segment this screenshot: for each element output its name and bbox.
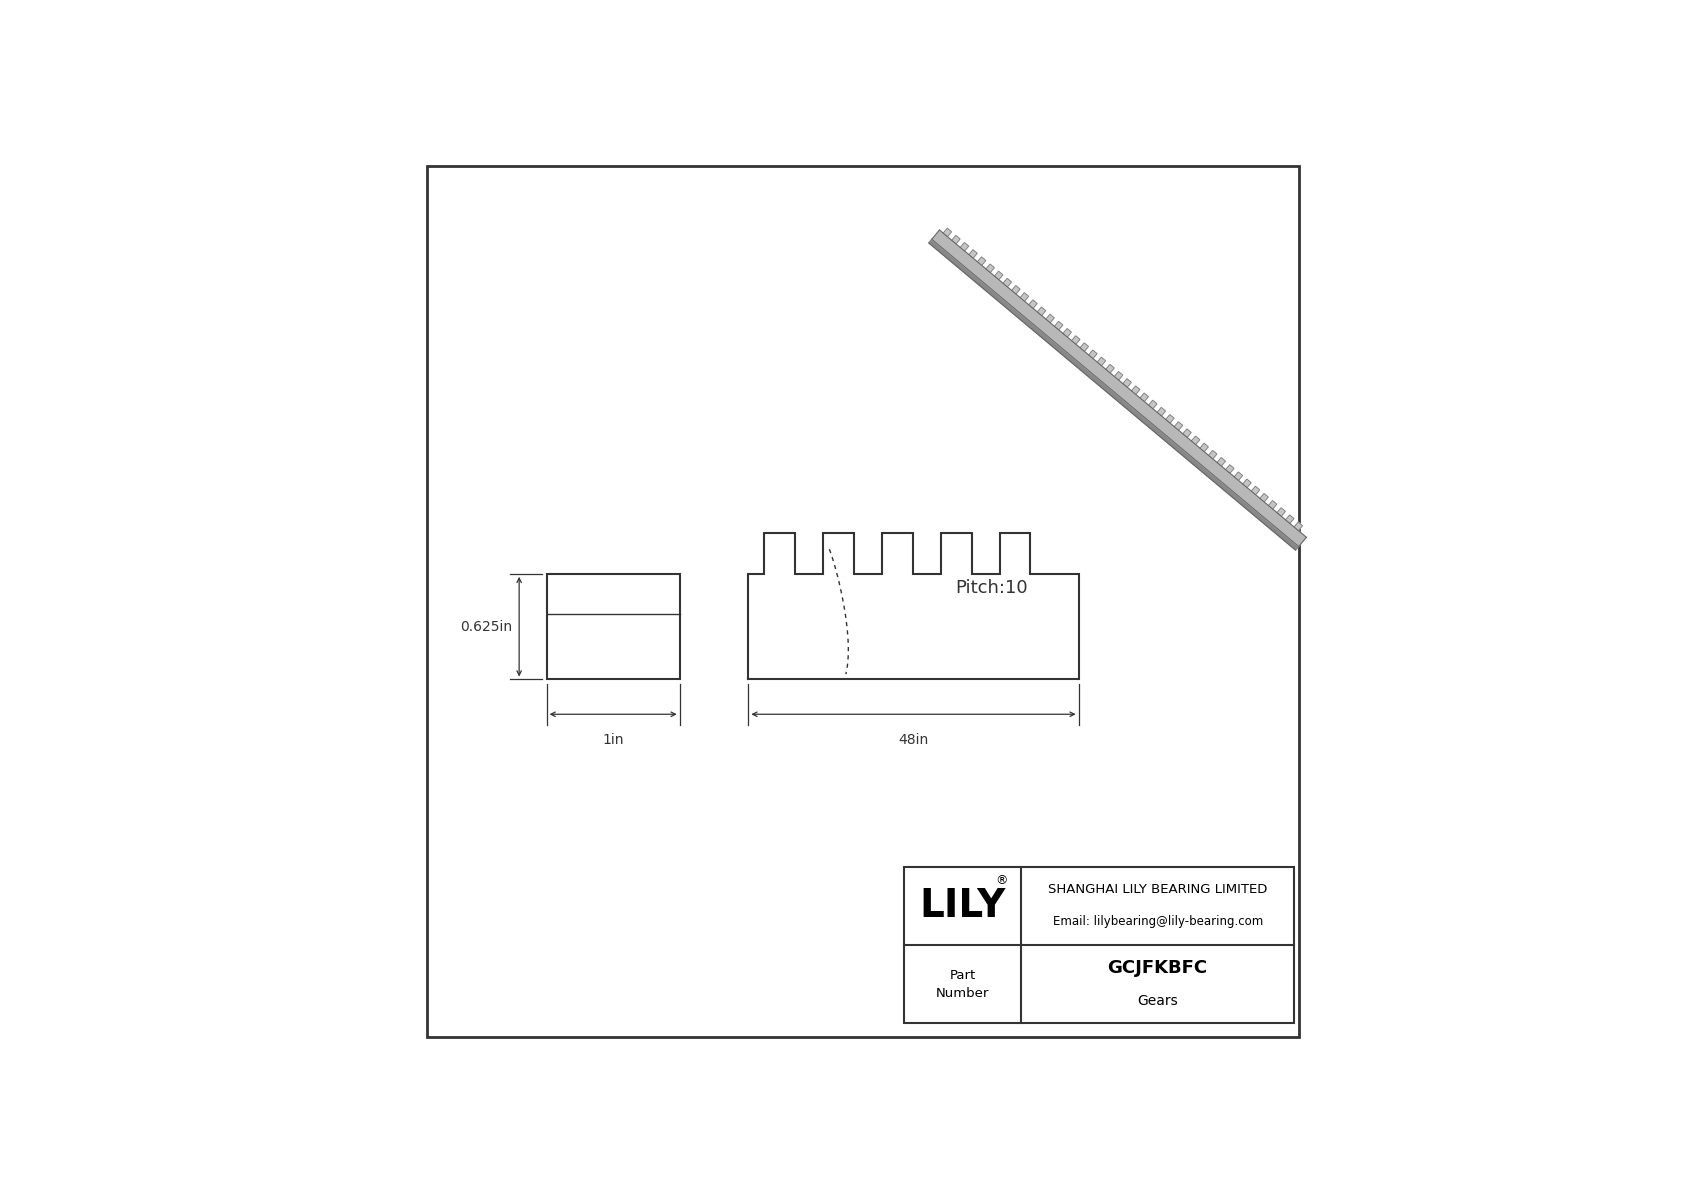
Text: SHANGHAI LILY BEARING LIMITED: SHANGHAI LILY BEARING LIMITED [1047, 884, 1268, 897]
Polygon shape [943, 229, 951, 237]
Text: ®: ® [995, 874, 1007, 887]
Polygon shape [1123, 379, 1132, 387]
Polygon shape [951, 236, 960, 244]
Polygon shape [1276, 507, 1285, 516]
Polygon shape [985, 264, 994, 273]
Polygon shape [995, 272, 1004, 280]
Polygon shape [1285, 515, 1293, 524]
Polygon shape [1029, 300, 1037, 308]
Polygon shape [1165, 414, 1174, 423]
Text: LILY: LILY [919, 887, 1005, 925]
Polygon shape [1098, 357, 1106, 366]
Polygon shape [1088, 350, 1096, 358]
Bar [547, 574, 680, 679]
Polygon shape [1226, 464, 1234, 473]
Polygon shape [1004, 279, 1012, 287]
Polygon shape [1209, 450, 1218, 459]
Polygon shape [1063, 329, 1071, 337]
Polygon shape [1106, 364, 1115, 373]
Polygon shape [1021, 293, 1029, 301]
Polygon shape [1234, 472, 1243, 480]
Text: Email: lilybearing@lily-bearing.com: Email: lilybearing@lily-bearing.com [1052, 915, 1263, 928]
Polygon shape [1012, 286, 1021, 294]
Polygon shape [1132, 386, 1140, 394]
Polygon shape [1157, 407, 1165, 416]
Text: GCJFKBFC: GCJFKBFC [1108, 959, 1207, 977]
Text: 48in: 48in [898, 732, 928, 747]
Text: 0.625in: 0.625in [460, 619, 512, 634]
Polygon shape [977, 257, 985, 266]
Polygon shape [1243, 479, 1251, 487]
Polygon shape [1251, 486, 1260, 494]
Polygon shape [1201, 443, 1209, 451]
Polygon shape [1148, 400, 1157, 409]
Polygon shape [1140, 393, 1148, 401]
Polygon shape [1037, 307, 1046, 316]
Polygon shape [1218, 457, 1226, 466]
Polygon shape [1054, 322, 1063, 330]
Bar [904, 867, 1293, 1023]
Polygon shape [1115, 372, 1123, 380]
Polygon shape [1260, 493, 1268, 501]
Polygon shape [1046, 314, 1054, 323]
Polygon shape [1293, 522, 1302, 531]
Text: Part
Number: Part Number [936, 968, 990, 999]
Polygon shape [1182, 429, 1191, 437]
Text: Pitch:10: Pitch:10 [955, 579, 1027, 597]
Polygon shape [1174, 422, 1182, 430]
Polygon shape [748, 532, 1078, 679]
Polygon shape [931, 230, 1307, 547]
Text: Gears: Gears [1137, 993, 1179, 1008]
Polygon shape [960, 243, 968, 251]
Polygon shape [930, 239, 1298, 550]
Polygon shape [1079, 343, 1088, 351]
Text: 1in: 1in [603, 732, 623, 747]
Polygon shape [1268, 500, 1276, 509]
Polygon shape [968, 250, 977, 258]
Polygon shape [1191, 436, 1199, 444]
Polygon shape [1071, 336, 1079, 344]
